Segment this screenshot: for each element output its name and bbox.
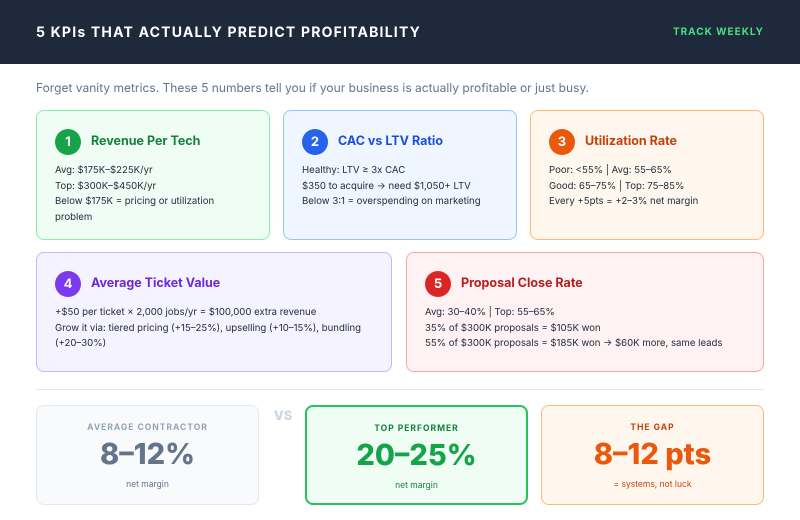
- card-title: Revenue Per Tech: [91, 134, 201, 149]
- card-line: 35% of $300K proposals = $105K won: [425, 322, 601, 334]
- header: 5 KPIs THAT ACTUALLY PREDICT PROFITABILI…: [0, 0, 800, 64]
- card-number: 2: [302, 129, 328, 155]
- subtitle: Forget vanity metrics. These 5 numbers t…: [36, 80, 590, 95]
- card-number: 5: [425, 271, 451, 297]
- card-line: Avg: $175K–$225K/yr: [55, 165, 153, 176]
- stat-label: AVERAGE CONTRACTOR: [87, 423, 208, 433]
- card-body: Avg: 30–40% | Top: 55–65% 35% of $300K pr…: [425, 305, 745, 352]
- card-body: +$50 per ticket × 2,000 jobs/yr = $100,0…: [55, 305, 373, 352]
- card-number: 1: [55, 129, 81, 155]
- stat-value: 8–12 pts: [593, 436, 712, 471]
- card-body: Avg: $175K–$225K/yr Top: $300K–$450K/yr Be…: [55, 163, 251, 225]
- card-title: CAC vs LTV Ratio: [338, 134, 443, 149]
- card-title: Average Ticket Value: [91, 276, 221, 291]
- card-line: Below 3:1 = overspending on marketing: [302, 196, 481, 207]
- card-line: 55% of $300K proposals = $185K won → $60…: [425, 338, 723, 349]
- card-line: Poor: <55% | Avg: 55–65%: [549, 165, 672, 176]
- stat-note: = systems, not luck: [613, 480, 692, 490]
- stat-box: AVERAGE CONTRACTOR 8–12% net margin: [36, 405, 259, 505]
- stat-label: THE GAP: [630, 423, 675, 433]
- divider: [36, 389, 764, 390]
- stat-box: TOP PERFORMER 20–25% net margin: [305, 405, 528, 505]
- card-line: Below $175K = pricing or utilization pro…: [55, 196, 215, 223]
- vs: VS: [273, 408, 293, 424]
- card-line: Avg: 30–40% | Top: 55–65%: [425, 307, 555, 318]
- stat-value: 20–25%: [356, 437, 477, 472]
- kpi-card: 5 Proposal Close Rate Avg: 30–40% | Top: 5…: [406, 252, 764, 372]
- card-line: $350 to acquire → need $1,050+ LTV: [302, 180, 471, 192]
- card-title: Utilization Rate: [585, 134, 677, 149]
- card-line: Every +5pts = +2–3% net margin: [549, 196, 699, 207]
- stat-box: THE GAP 8–12 pts = systems, not luck: [541, 405, 764, 505]
- card-title: Proposal Close Rate: [461, 276, 583, 291]
- card-number: 4: [55, 271, 81, 297]
- card-body: Healthy: LTV ≥ 3x CAC $350 to acquire → n…: [302, 163, 498, 210]
- title: 5 KPIs THAT ACTUALLY PREDICT PROFITABILI…: [36, 24, 422, 41]
- stat-note: net margin: [126, 480, 169, 490]
- card-line: Grow it via: tiered pricing (+15–25%), u…: [55, 322, 362, 350]
- card-line: +$50 per ticket × 2,000 jobs/yr = $100,0…: [55, 307, 317, 318]
- stat-label: TOP PERFORMER: [374, 424, 459, 434]
- stat-note: net margin: [395, 481, 438, 491]
- tag: TRACK WEEKLY: [672, 26, 764, 38]
- kpi-card: 4 Average Ticket Value +$50 per ticket × 2…: [36, 252, 392, 372]
- kpi-card: 1 Revenue Per Tech Avg: $175K–$225K/yr Top:…: [36, 110, 270, 240]
- kpi-card: 3 Utilization Rate Poor: <55% | Avg: 55–65…: [530, 110, 764, 240]
- card-line: Good: 65–75% | Top: 75–85%: [549, 180, 685, 192]
- card-body: Poor: <55% | Avg: 55–65% Good: 65–75% | T…: [549, 163, 745, 210]
- kpi-card: 2 CAC vs LTV Ratio Healthy: LTV ≥ 3x CAC $3…: [283, 110, 517, 240]
- card-number: 3: [549, 129, 575, 155]
- stat-value: 8–12%: [100, 436, 195, 471]
- card-line: Top: $300K–$450K/yr: [55, 180, 157, 192]
- card-line: Healthy: LTV ≥ 3x CAC: [302, 165, 406, 176]
